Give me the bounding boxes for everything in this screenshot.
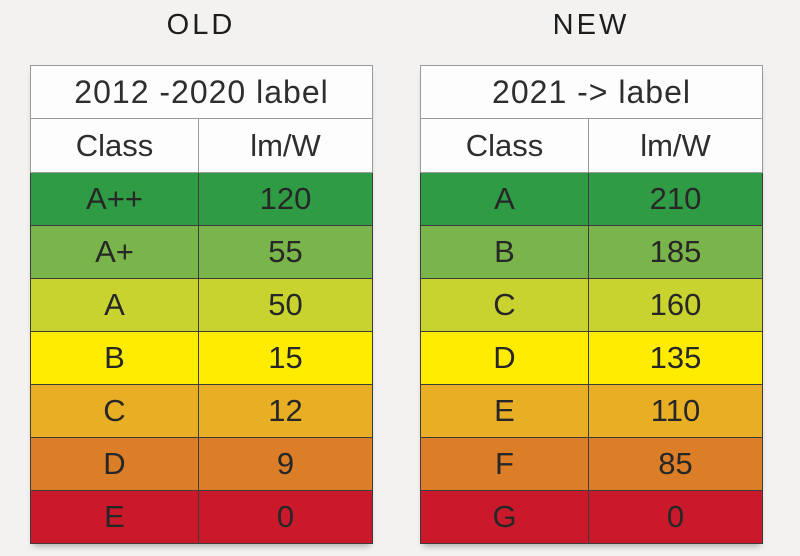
lmw-value-cell: 12 — [197, 384, 374, 438]
class-column-header: Class — [420, 118, 589, 173]
class-cell: A++ — [30, 172, 199, 226]
lmw-value-cell: 0 — [197, 490, 374, 544]
lmw-value-cell: 160 — [587, 278, 764, 332]
lmw-value-cell: 135 — [587, 331, 764, 385]
class-cell: B — [30, 331, 199, 385]
column-header-row: Class lm/W — [420, 118, 764, 173]
class-cell: A+ — [30, 225, 199, 279]
old-label-table: 2012 -2020 label Class lm/W A++ 120 A+ 55 A 5… — [29, 65, 374, 544]
lmw-value-cell: 0 — [587, 490, 764, 544]
lmw-value-cell: 50 — [197, 278, 374, 332]
table-row: E 110 — [420, 384, 764, 438]
lmw-value-cell: 185 — [587, 225, 764, 279]
table-row: C 160 — [420, 278, 764, 332]
lmw-value-cell: 210 — [587, 172, 764, 226]
class-cell: D — [420, 331, 589, 385]
period-header-row: 2021 -> label — [419, 65, 764, 119]
class-cell: A — [30, 278, 199, 332]
column-header-row: Class lm/W — [30, 118, 374, 173]
table-row: F 85 — [420, 437, 764, 491]
class-cell: A — [420, 172, 589, 226]
old-label-panel: OLD 2012 -2020 label Class lm/W A++ 120 A+… — [29, 6, 374, 544]
old-table-body: A++ 120 A+ 55 A 50 B 15 C 12 D 9 E 0 — [30, 172, 374, 544]
class-cell: C — [30, 384, 199, 438]
table-row: D 135 — [420, 331, 764, 385]
table-row: C 12 — [30, 384, 374, 438]
new-period-header: 2021 -> label — [419, 65, 764, 119]
table-row: B 15 — [30, 331, 374, 385]
lmw-value-cell: 110 — [587, 384, 764, 438]
class-column-header: Class — [30, 118, 199, 173]
old-title: OLD — [166, 9, 236, 41]
table-row: B 185 — [420, 225, 764, 279]
table-row: A 50 — [30, 278, 374, 332]
lmw-value-cell: 55 — [197, 225, 374, 279]
new-table-body: A 210 B 185 C 160 D 135 E 110 F 85 G 0 — [420, 172, 764, 544]
lmw-value-cell: 9 — [197, 437, 374, 491]
energy-label-comparison: OLD 2012 -2020 label Class lm/W A++ 120 A+… — [29, 6, 764, 544]
table-row: A 210 — [420, 172, 764, 226]
lmw-column-header: lm/W — [587, 118, 764, 173]
old-period-header: 2012 -2020 label — [29, 65, 374, 119]
class-cell: F — [420, 437, 589, 491]
class-cell: D — [30, 437, 199, 491]
class-cell: G — [420, 490, 589, 544]
class-cell: B — [420, 225, 589, 279]
class-cell: E — [420, 384, 589, 438]
lmw-column-header: lm/W — [197, 118, 374, 173]
lmw-value-cell: 15 — [197, 331, 374, 385]
lmw-value-cell: 120 — [197, 172, 374, 226]
new-label-table: 2021 -> label Class lm/W A 210 B 185 C 160 D 13… — [419, 65, 764, 544]
period-header-row: 2012 -2020 label — [29, 65, 374, 119]
table-row: A++ 120 — [30, 172, 374, 226]
new-label-panel: NEW 2021 -> label Class lm/W A 210 B 185 C 16… — [419, 6, 764, 544]
new-title: NEW — [552, 9, 630, 41]
table-row: A+ 55 — [30, 225, 374, 279]
class-cell: E — [30, 490, 199, 544]
lmw-value-cell: 85 — [587, 437, 764, 491]
class-cell: C — [420, 278, 589, 332]
